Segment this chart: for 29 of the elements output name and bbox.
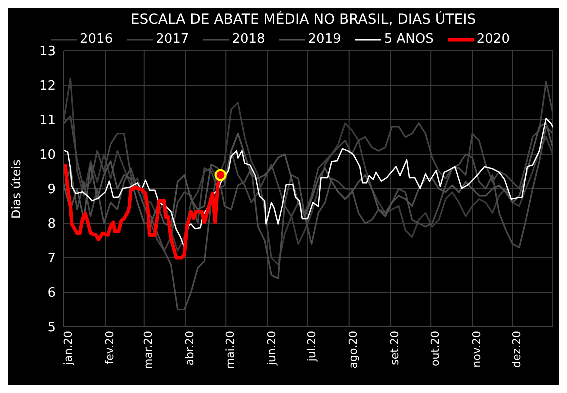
legend-label: 5 ANOS — [384, 32, 434, 47]
y-tick-label: 7 — [48, 252, 56, 267]
x-tick-label: fev.20 — [103, 331, 116, 365]
x-tick-label: set.20 — [388, 331, 402, 366]
y-tick-label: 11 — [39, 114, 56, 129]
y-tick-label: 8 — [48, 217, 56, 232]
x-tick-label: mar.20 — [142, 331, 156, 370]
legend-label: 2016 — [80, 32, 114, 47]
legend-label: 2018 — [232, 32, 266, 47]
y-axis-title: Dias úteis — [9, 160, 24, 219]
y-tick-label: 12 — [39, 79, 56, 94]
x-tick-label: jan.20 — [62, 331, 75, 366]
y-tick-label: 13 — [39, 44, 56, 60]
y-tick-label: 6 — [48, 286, 56, 302]
x-tick-label: dez.20 — [510, 331, 524, 368]
x-tick-label: ago.20 — [347, 331, 360, 369]
y-tick-label: 5 — [48, 320, 56, 336]
chart-title: ESCALA DE ABATE MÉDIA NO BRASIL, DIAS ÚTEIS — [130, 10, 478, 30]
x-tick-label: nov.20 — [470, 331, 484, 368]
x-tick-label: jul.20 — [306, 331, 319, 363]
x-tick-label: out.20 — [428, 331, 442, 367]
x-tick-label: jun.20 — [265, 331, 278, 366]
x-tick-label: mai.20 — [224, 331, 237, 370]
legend-label: 2020 — [476, 32, 510, 47]
legend-label: 2017 — [156, 32, 190, 47]
x-tick-label: abr.20 — [184, 331, 197, 366]
y-tick-label: 9 — [48, 182, 56, 198]
y-tick-label: 10 — [39, 148, 56, 164]
legend-label: 2019 — [308, 32, 342, 47]
